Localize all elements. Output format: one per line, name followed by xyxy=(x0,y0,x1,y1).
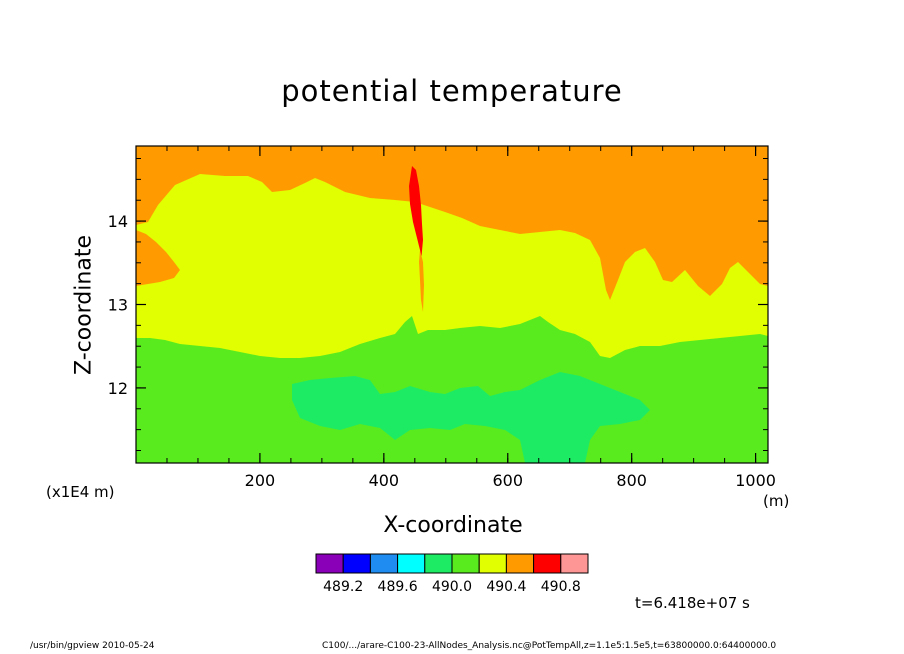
x-axis-label: X-coordinate xyxy=(0,513,904,538)
x-tick-label: 200 xyxy=(245,471,276,490)
x-tick-label: 1000 xyxy=(735,471,776,490)
footer-program-date: /usr/bin/gpview 2010-05-24 xyxy=(30,641,155,651)
colorbar-tick-label: 489.6 xyxy=(378,579,418,595)
footer-data-source: C100/.../arare-C100-23-AllNodes_Analysis… xyxy=(322,641,777,651)
axes-group: 200 400 600 800 1000 12 13 14 xyxy=(108,146,776,490)
colorbar-tick-label: 490.4 xyxy=(486,579,526,595)
colorbar-swatch xyxy=(560,553,589,574)
region-green-lower xyxy=(136,316,768,463)
x-axis-label-text: X-coordinate xyxy=(383,513,523,538)
y-tick-label: 13 xyxy=(108,296,128,315)
region-orange-left-patch xyxy=(136,230,180,286)
colorbar-swatch xyxy=(342,553,371,574)
colorbar-swatch xyxy=(505,553,535,574)
y-axis-unit: (x1E4 m) xyxy=(46,483,115,501)
colorbar-swatch xyxy=(451,553,480,574)
colorbar-swatch xyxy=(533,553,562,574)
region-orange-right xyxy=(722,180,768,232)
region-teal-green-patch xyxy=(292,372,650,463)
region-red-streak xyxy=(409,166,423,262)
colorbar-swatch xyxy=(369,553,399,574)
colorbar-swatch xyxy=(478,553,507,574)
y-tick-label: 12 xyxy=(108,379,128,398)
colorbar: 489.2 489.6 490.0 490.4 490.8 xyxy=(315,553,589,595)
y-tick-label: 14 xyxy=(108,212,128,231)
colorbar-tick-label: 490.8 xyxy=(541,579,581,595)
chart-title: potential temperature xyxy=(281,74,623,108)
x-tick-label: 400 xyxy=(369,471,400,490)
time-label: t=6.418e+07 s xyxy=(635,594,750,612)
colorbar-swatch xyxy=(424,553,453,574)
plot-area xyxy=(136,146,768,463)
x-tick-label: 800 xyxy=(616,471,647,490)
colorbar-tick-label: 489.2 xyxy=(323,579,363,595)
colorbar-tick-label: 490.0 xyxy=(432,579,472,595)
x-axis-unit: (m) xyxy=(763,492,790,510)
colorbar-swatch xyxy=(315,553,344,574)
region-orange-streak-tail xyxy=(419,250,424,312)
x-tick-label: 600 xyxy=(492,471,523,490)
colorbar-swatch xyxy=(397,553,426,574)
